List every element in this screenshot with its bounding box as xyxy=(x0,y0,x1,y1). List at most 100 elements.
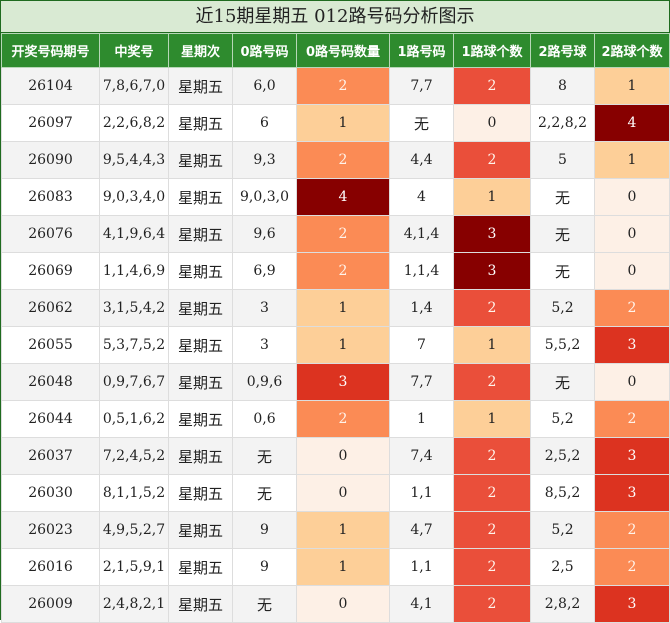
route1-count-cell: 1 xyxy=(453,326,531,364)
issue-cell: 26030 xyxy=(1,474,100,512)
table-row: 26055 5,3,7,5,2 星期五 3 1 7 1 5,5,2 3 xyxy=(1,326,670,364)
table-row: 26023 4,9,5,2,7 星期五 9 1 4,7 2 5,2 2 xyxy=(1,511,670,549)
route1-numbers-cell: 1,1 xyxy=(389,548,454,586)
route0-numbers-cell: 3 xyxy=(232,326,297,364)
table-row: 26062 3,1,5,4,2 星期五 3 1 1,4 2 5,2 2 xyxy=(1,289,670,327)
route2-numbers-cell: 无 xyxy=(530,178,595,216)
route1-count-cell: 2 xyxy=(453,67,531,105)
route2-count-cell: 3 xyxy=(594,326,670,364)
weekday-cell: 星期五 xyxy=(168,104,233,142)
route1-numbers-cell: 4,7 xyxy=(389,511,454,549)
weekday-cell: 星期五 xyxy=(168,326,233,364)
winning-numbers-cell: 3,1,5,4,2 xyxy=(99,289,169,327)
winning-numbers-cell: 9,5,4,4,3 xyxy=(99,141,169,179)
route2-numbers-cell: 2,5,2 xyxy=(530,437,595,475)
weekday-cell: 星期五 xyxy=(168,215,233,253)
route2-count-cell: 3 xyxy=(594,437,670,475)
weekday-cell: 星期五 xyxy=(168,511,233,549)
winning-numbers-cell: 8,1,1,5,2 xyxy=(99,474,169,512)
weekday-cell: 星期五 xyxy=(168,363,233,401)
issue-cell: 26069 xyxy=(1,252,100,290)
col-header-weekday: 星期次 xyxy=(168,33,233,68)
issue-cell: 26044 xyxy=(1,400,100,438)
table-row: 26037 7,2,4,5,2 星期五无 0 7,4 2 2,5,2 3 xyxy=(1,437,670,475)
col-header-route0: 0路号码 xyxy=(232,33,297,68)
route1-count-cell: 2 xyxy=(453,289,531,327)
route0-count-cell: 1 xyxy=(296,104,390,142)
route0-numbers-cell: 9,0,3,0 xyxy=(232,178,297,216)
weekday-cell: 星期五 xyxy=(168,67,233,105)
route2-numbers-cell: 5,2 xyxy=(530,511,595,549)
winning-numbers-cell: 5,3,7,5,2 xyxy=(99,326,169,364)
col-header-route1: 1路号码 xyxy=(389,33,454,68)
route0-numbers-cell: 9 xyxy=(232,511,297,549)
weekday-cell: 星期五 xyxy=(168,585,233,623)
header-row: 开奖号码期号 中奖号 星期次 0路号码 0路号码数量 1路号码 1路球个数 2路… xyxy=(1,33,670,68)
route2-count-cell: 3 xyxy=(594,585,670,623)
issue-cell: 26037 xyxy=(1,437,100,475)
route2-numbers-cell: 8,5,2 xyxy=(530,474,595,512)
route0-numbers-cell: 无 xyxy=(232,437,297,475)
issue-cell: 26090 xyxy=(1,141,100,179)
route0-numbers-cell: 6 xyxy=(232,104,297,142)
winning-numbers-cell: 4,1,9,6,4 xyxy=(99,215,169,253)
route0-numbers-cell: 6,0 xyxy=(232,67,297,105)
issue-cell: 26048 xyxy=(1,363,100,401)
route2-count-cell: 2 xyxy=(594,289,670,327)
winning-numbers-cell: 0,5,1,6,2 xyxy=(99,400,169,438)
route1-numbers-cell: 4 xyxy=(389,178,454,216)
route1-count-cell: 2 xyxy=(453,474,531,512)
route2-count-cell: 2 xyxy=(594,511,670,549)
route0-numbers-cell: 3 xyxy=(232,289,297,327)
weekday-cell: 星期五 xyxy=(168,289,233,327)
route2-count-cell: 3 xyxy=(594,474,670,512)
route0-count-cell: 2 xyxy=(296,400,390,438)
route1-count-cell: 2 xyxy=(453,511,531,549)
table-row: 26104 7,8,6,7,0 星期五 6,0 2 7,7 2 8 1 xyxy=(1,67,670,105)
route0-count-cell: 2 xyxy=(296,215,390,253)
issue-cell: 26097 xyxy=(1,104,100,142)
route1-count-cell: 2 xyxy=(453,585,531,623)
route0-count-cell: 2 xyxy=(296,141,390,179)
col-header-route0-count: 0路号码数量 xyxy=(296,33,390,68)
weekday-cell: 星期五 xyxy=(168,548,233,586)
table-row: 26097 2,2,6,8,2 星期五 6 1 无 0 2,2,8,2 4 xyxy=(1,104,670,142)
route1-numbers-cell: 1,1 xyxy=(389,474,454,512)
weekday-cell: 星期五 xyxy=(168,474,233,512)
winning-numbers-cell: 2,2,6,8,2 xyxy=(99,104,169,142)
col-header-issue: 开奖号码期号 xyxy=(1,33,100,68)
table-row: 26076 4,1,9,6,4 星期五 9,6 2 4,1,4 3 无 0 xyxy=(1,215,670,253)
route2-count-cell: 2 xyxy=(594,548,670,586)
route2-numbers-cell: 无 xyxy=(530,363,595,401)
weekday-cell: 星期五 xyxy=(168,400,233,438)
issue-cell: 26076 xyxy=(1,215,100,253)
route0-count-cell: 0 xyxy=(296,585,390,623)
route2-numbers-cell: 5 xyxy=(530,141,595,179)
route0-numbers-cell: 9 xyxy=(232,548,297,586)
route2-count-cell: 4 xyxy=(594,104,670,142)
route1-count-cell: 1 xyxy=(453,400,531,438)
issue-cell: 26104 xyxy=(1,67,100,105)
route1-numbers-cell: 1,4 xyxy=(389,289,454,327)
route1-count-cell: 0 xyxy=(453,104,531,142)
route2-count-cell: 1 xyxy=(594,141,670,179)
issue-cell: 26083 xyxy=(1,178,100,216)
route2-count-cell: 2 xyxy=(594,400,670,438)
table-row: 26090 9,5,4,4,3 星期五 9,3 2 4,4 2 5 1 xyxy=(1,141,670,179)
weekday-cell: 星期五 xyxy=(168,252,233,290)
route2-count-cell: 0 xyxy=(594,178,670,216)
route2-numbers-cell: 5,5,2 xyxy=(530,326,595,364)
winning-numbers-cell: 7,8,6,7,0 xyxy=(99,67,169,105)
winning-numbers-cell: 4,9,5,2,7 xyxy=(99,511,169,549)
route0-numbers-cell: 9,6 xyxy=(232,215,297,253)
route1-numbers-cell: 1 xyxy=(389,400,454,438)
winning-numbers-cell: 1,1,4,6,9 xyxy=(99,252,169,290)
route2-numbers-cell: 无 xyxy=(530,215,595,253)
route1-count-cell: 2 xyxy=(453,548,531,586)
table-row: 26048 0,9,7,6,7 星期五 0,9,6 3 7,7 2 无 0 xyxy=(1,363,670,401)
issue-cell: 26062 xyxy=(1,289,100,327)
route1-numbers-cell: 1,1,4 xyxy=(389,252,454,290)
route2-numbers-cell: 无 xyxy=(530,252,595,290)
route0-numbers-cell: 9,3 xyxy=(232,141,297,179)
route1-numbers-cell: 无 xyxy=(389,104,454,142)
